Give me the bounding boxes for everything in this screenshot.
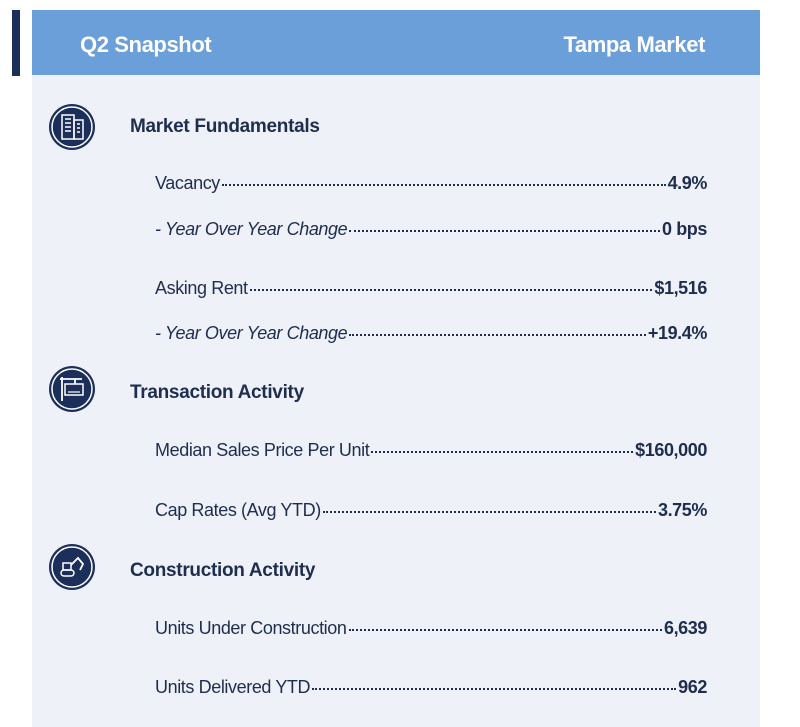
- row-value: $1,516: [654, 278, 707, 298]
- row-value: 962: [678, 677, 707, 697]
- accent-bar: [12, 10, 20, 76]
- leader: [371, 451, 634, 453]
- section-title: Market Fundamentals: [130, 116, 320, 137]
- row: Median Sales Price Per Unit $160,000: [155, 440, 707, 461]
- row-label: Units Delivered YTD: [155, 677, 311, 697]
- row: Cap Rates (Avg YTD) 3.75%: [155, 500, 707, 521]
- header: Q2 Snapshot Tampa Market: [32, 10, 760, 75]
- row-label: Median Sales Price Per Unit: [155, 440, 370, 460]
- section-title: Construction Activity: [130, 560, 316, 581]
- row-value: 6,639: [663, 618, 707, 638]
- header-title: Q2 Snapshot: [80, 32, 212, 57]
- leader: [221, 184, 666, 186]
- row-label: Asking Rent: [155, 278, 248, 298]
- row: Units Under Construction 6,639: [155, 618, 707, 639]
- row-label: Vacancy: [155, 173, 220, 193]
- row: Vacancy 4.9%: [155, 173, 707, 194]
- leader: [312, 688, 677, 690]
- leader: [349, 230, 660, 232]
- leader: [249, 289, 653, 291]
- icon-sale: [49, 366, 95, 412]
- row-value: +19.4%: [647, 323, 708, 343]
- row-label: Cap Rates (Avg YTD): [155, 500, 321, 520]
- row: - Year Over Year Change 0 bps: [155, 219, 707, 240]
- row-label: Units Under Construction: [155, 618, 347, 638]
- row-value: 4.9%: [667, 173, 708, 193]
- row: Asking Rent $1,516: [155, 278, 707, 299]
- leader: [322, 511, 656, 513]
- row-label: - Year Over Year Change: [155, 219, 348, 239]
- icon-building: [49, 104, 95, 150]
- leader: [348, 629, 662, 631]
- row-value: 3.75%: [657, 500, 707, 520]
- row-value: 0 bps: [661, 219, 707, 239]
- leader: [349, 334, 646, 336]
- icon-excavator: [49, 544, 95, 590]
- row: - Year Over Year Change +19.4%: [155, 323, 707, 344]
- row-label: - Year Over Year Change: [155, 323, 348, 343]
- row-value: $160,000: [635, 440, 707, 460]
- section-title: Transaction Activity: [130, 382, 304, 403]
- row: Units Delivered YTD 962: [155, 677, 707, 698]
- panel: [32, 75, 760, 727]
- header-market: Tampa Market: [563, 32, 705, 57]
